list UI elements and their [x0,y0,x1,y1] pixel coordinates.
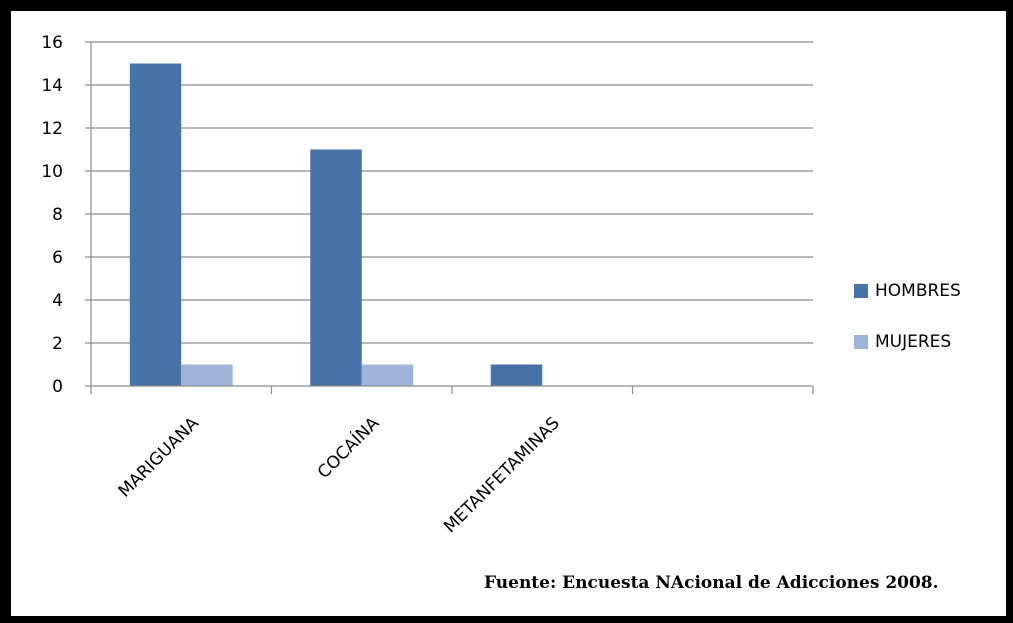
y-tick-label: 4 [52,291,63,311]
y-tick-label: 0 [52,377,63,397]
bar-hombres [310,149,362,386]
axes [85,41,814,394]
x-category-label: COCAÍNA [313,412,384,483]
bar-hombres [129,63,182,386]
legend-item-hombres: HOMBRES [854,279,1004,303]
y-tick-label: 2 [52,334,63,354]
legend-item-mujeres: MUJERES [854,330,1004,354]
gridlines [91,41,813,344]
source-note: Fuente: Encuesta NAcional de Adicciones … [484,573,939,593]
bar-chart: 0 2 4 6 8 10 12 14 16 MARIGUANA COCAÍNA METANFETAMI… [41,33,814,537]
legend-label-mujeres: MUJERES [875,332,952,352]
bar-hombres [490,364,543,386]
y-tick-label: 16 [41,33,63,53]
x-category-label: METANFETAMINAS [440,413,564,537]
x-category-label: MARIGUANA [115,413,203,501]
axis-labels: 0 2 4 6 8 10 12 14 16 MARIGUANA COCAÍNA METANFETAMI… [41,33,563,537]
legend-swatch-mujeres [854,335,868,349]
y-tick-label: 6 [52,248,63,268]
y-tick-label: 10 [41,162,63,182]
legend-label-hombres: HOMBRES [875,281,961,301]
bars [129,63,543,386]
y-tick-label: 8 [52,205,63,225]
bar-mujeres [361,364,414,386]
chart-frame: 0 2 4 6 8 10 12 14 16 MARIGUANA COCAÍNA METANFETAMI… [11,11,1006,616]
legend: HOMBRES MUJERES [854,279,1004,381]
y-tick-label: 12 [41,119,63,139]
legend-swatch-hombres [854,284,868,298]
y-tick-label: 14 [41,76,63,96]
bar-mujeres [181,364,233,386]
